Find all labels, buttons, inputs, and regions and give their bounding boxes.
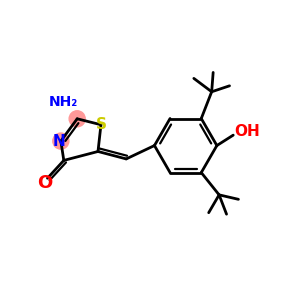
Text: N: N [53, 134, 66, 148]
Text: NH₂: NH₂ [49, 95, 78, 110]
Text: O: O [37, 174, 52, 192]
Text: OH: OH [235, 124, 260, 139]
Circle shape [53, 133, 69, 149]
Text: S: S [95, 117, 106, 132]
Circle shape [69, 111, 85, 127]
